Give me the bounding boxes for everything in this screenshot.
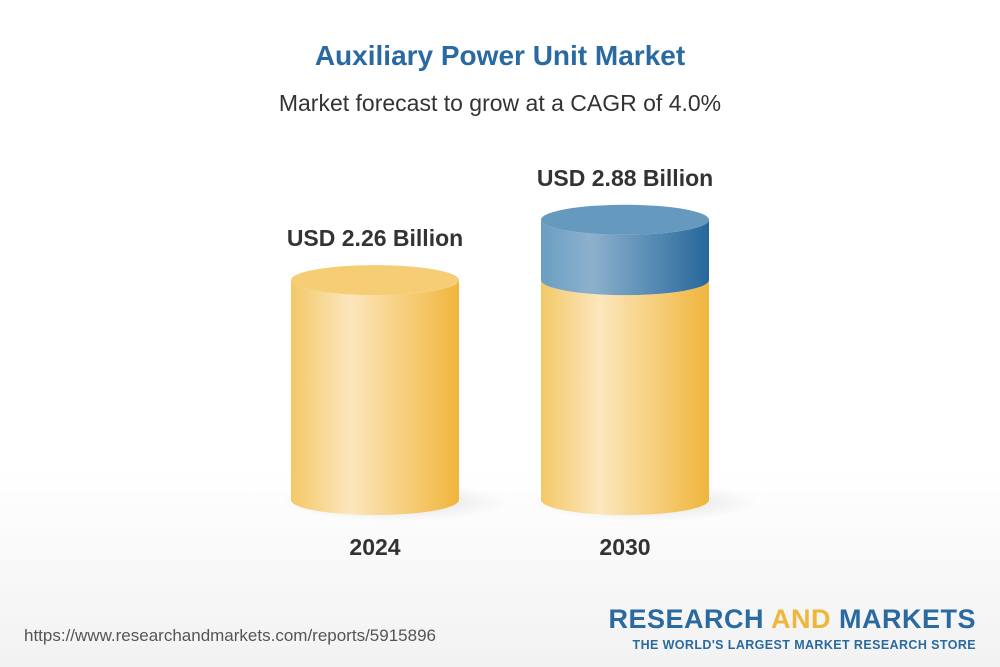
cylinder-top (541, 204, 709, 235)
cylinder-base-segment (541, 280, 709, 515)
cylinder-base-segment (291, 280, 459, 515)
category-label: 2030 (599, 534, 650, 560)
value-label: USD 2.26 Billion (287, 225, 463, 251)
logo-tagline: THE WORLD'S LARGEST MARKET RESEARCH STOR… (632, 638, 976, 652)
category-label: 2024 (349, 534, 400, 560)
cylinder-top (291, 265, 459, 296)
cylinder-growth-segment (541, 219, 709, 296)
chart-subtitle: Market forecast to grow at a CAGR of 4.0… (278, 90, 722, 116)
chart-title: Auxiliary Power Unit Market (314, 40, 686, 71)
value-label: USD 2.88 Billion (537, 165, 713, 191)
source-url[interactable]: https://www.researchandmarkets.com/repor… (24, 626, 436, 645)
logo: RESEARCH AND MARKETS (608, 604, 976, 634)
